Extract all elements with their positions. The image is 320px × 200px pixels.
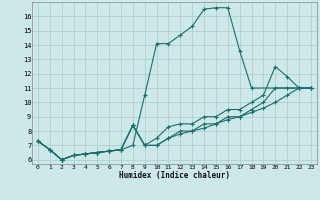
X-axis label: Humidex (Indice chaleur): Humidex (Indice chaleur) [119, 171, 230, 180]
